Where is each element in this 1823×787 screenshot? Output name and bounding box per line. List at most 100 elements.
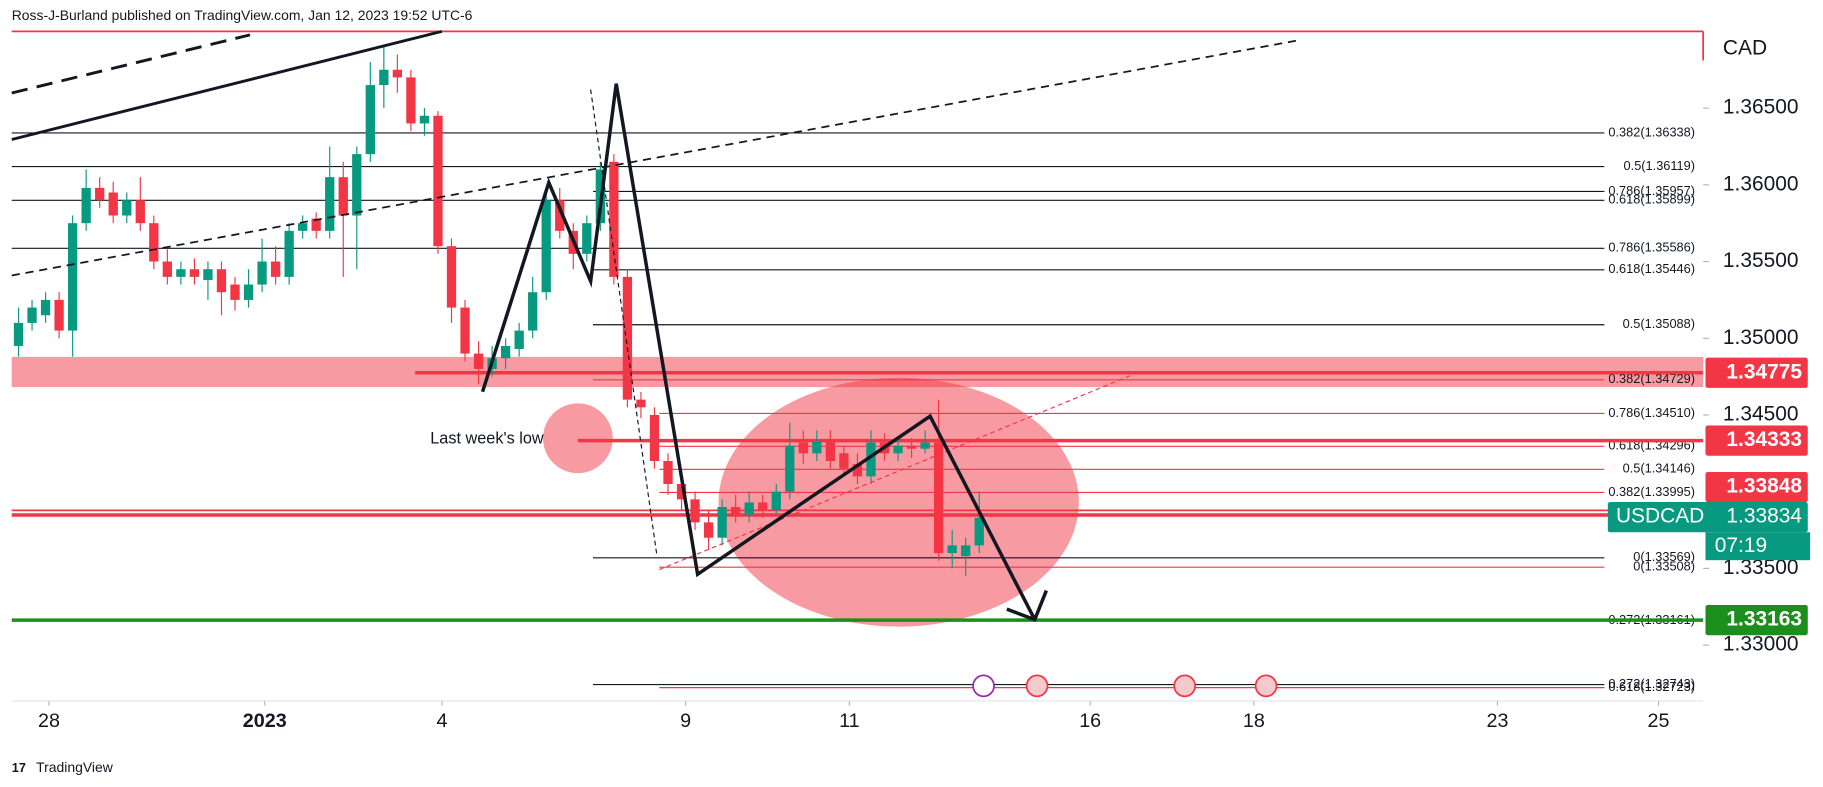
trend-line <box>11 33 251 95</box>
event-icon <box>1025 674 1049 698</box>
fib-label: 0.786(1.34510) <box>1608 405 1695 420</box>
pattern-line <box>480 83 1037 621</box>
annotation: Last week's low <box>430 430 544 448</box>
trend-line <box>11 39 1297 277</box>
x-tick-label: 9 <box>680 710 691 732</box>
candle-body <box>270 261 281 277</box>
fib-label: 0.786(1.35957) <box>1608 183 1695 198</box>
x-tick-label: 11 <box>839 710 860 732</box>
y-tick-label: 1.34500 <box>1723 403 1799 426</box>
price-tag <box>1705 472 1808 503</box>
candle-body <box>839 453 849 469</box>
candle-body <box>933 442 944 554</box>
candle-body <box>528 292 538 331</box>
candle-body <box>406 77 416 124</box>
symbol-tag-price: 1.33834 <box>1726 505 1802 528</box>
candle-body <box>54 299 64 331</box>
candle-body <box>473 353 484 369</box>
y-tick-label: 1.36000 <box>1723 172 1799 195</box>
candle-body <box>582 223 592 254</box>
candle-body <box>338 177 348 216</box>
candle-body <box>649 414 660 462</box>
candle-body <box>825 441 836 462</box>
price-tag <box>1705 357 1808 388</box>
logo: 17 <box>12 760 26 775</box>
candle-body <box>771 491 781 511</box>
x-tick-label: 2023 <box>243 710 287 732</box>
highlight-circle <box>542 403 613 474</box>
fib-label: 0.382(1.33995) <box>1608 484 1695 499</box>
candle-body <box>257 261 267 285</box>
trend-line <box>659 373 1134 571</box>
candle-body <box>500 345 511 359</box>
candle-body <box>284 230 294 277</box>
candle-body <box>243 284 254 300</box>
fib-label: 0.5(1.36119) <box>1624 158 1695 173</box>
x-tick-label: 23 <box>1486 710 1508 732</box>
candle-body <box>122 200 132 216</box>
x-tick-label: 16 <box>1079 710 1101 732</box>
candle-body <box>663 461 673 485</box>
x-tick-label: 25 <box>1648 710 1670 732</box>
candle-body <box>230 284 240 300</box>
candle-body <box>812 441 822 454</box>
candle-body <box>95 187 105 201</box>
candle-body <box>162 261 172 277</box>
candle-body <box>744 502 754 515</box>
event-icon <box>1254 674 1278 698</box>
price-tag <box>1705 605 1808 636</box>
candle-body <box>785 445 795 492</box>
trend-line <box>11 29 443 141</box>
candle-body <box>961 545 971 557</box>
candle-body <box>298 223 308 231</box>
candles <box>13 46 984 577</box>
countdown-tag <box>1705 532 1811 561</box>
candle-body <box>392 69 403 78</box>
candle-body <box>176 269 186 277</box>
y-tick-label: 1.35000 <box>1723 326 1799 349</box>
candle-body <box>460 307 470 354</box>
trend-line <box>590 89 658 556</box>
candle-body <box>555 200 565 231</box>
fib-label: 0.382(1.34729) <box>1608 371 1695 386</box>
candle-body <box>893 445 903 454</box>
candle-body <box>920 442 930 449</box>
candle-body <box>690 499 700 523</box>
candle-body <box>446 246 457 308</box>
candle-body <box>622 276 633 400</box>
fib-label: 0.272(1.32743) <box>1608 676 1695 691</box>
candle-body <box>135 200 145 224</box>
fib-label: 0.5(1.34146) <box>1623 461 1695 476</box>
symbol-tag <box>1607 502 1808 533</box>
event-icon <box>972 674 995 698</box>
y-tick-label: 1.36500 <box>1723 96 1799 119</box>
candle-body <box>203 269 213 280</box>
candle-body <box>852 464 863 477</box>
fib-label: 0(1.33569) <box>1633 549 1695 564</box>
candle-body <box>108 192 118 216</box>
arrow-head <box>1006 589 1048 622</box>
candle-body <box>758 502 768 511</box>
symbol-tag-symbol: USDCAD <box>1616 505 1704 528</box>
price-tag-label: 1.33848 <box>1726 475 1802 498</box>
candle-body <box>365 85 375 155</box>
candle-body <box>906 445 917 449</box>
fib-label: 0.786(1.35586) <box>1608 240 1695 255</box>
x-tick-label: 4 <box>437 710 448 732</box>
event-icon <box>1173 674 1197 698</box>
y-tick-label: 1.33500 <box>1723 556 1799 579</box>
candle-body <box>189 269 200 277</box>
footer: TradingView <box>36 759 114 775</box>
candle-body <box>311 218 321 231</box>
candle-body <box>27 307 37 323</box>
price-tag-label: 1.33163 <box>1726 608 1802 631</box>
candle-body <box>866 442 876 477</box>
x-tick-label: 28 <box>38 710 60 732</box>
drawings: Last week's low <box>11 29 1297 622</box>
fib-label: 0(1.33508) <box>1633 559 1695 574</box>
candle-body <box>798 442 808 454</box>
candle-body <box>419 115 430 124</box>
candle-body <box>325 177 335 231</box>
candle-body <box>81 187 91 224</box>
